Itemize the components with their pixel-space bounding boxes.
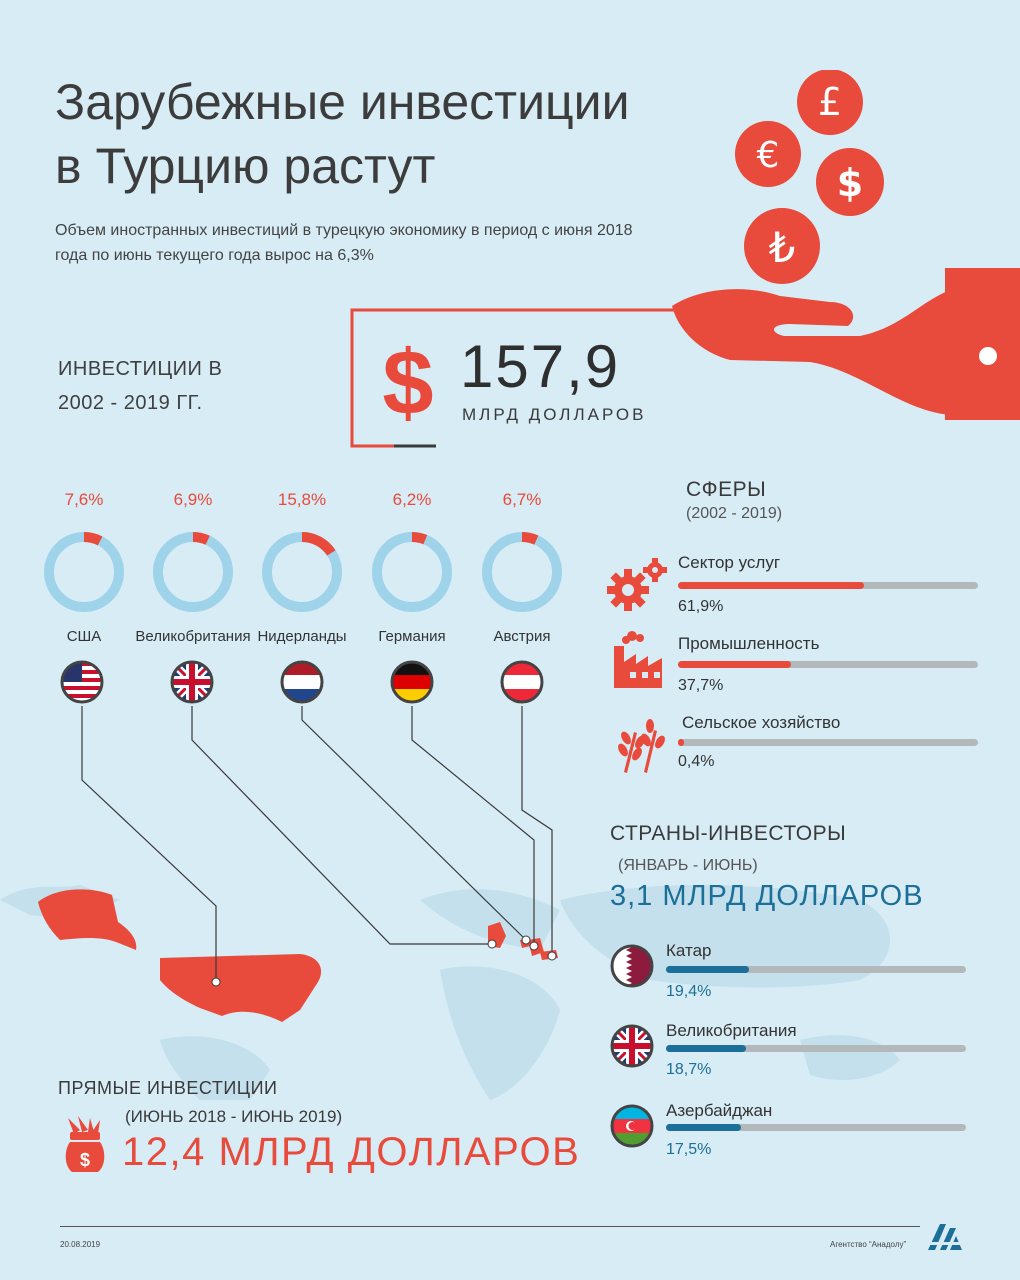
- dollar-coin-icon: $: [816, 148, 884, 216]
- svg-text:$: $: [80, 1150, 90, 1170]
- country-3-donut-track: [372, 532, 452, 612]
- factory-icon: [614, 631, 662, 688]
- sector-label-services: Сектор услуг: [678, 553, 781, 572]
- usa-flag-icon: [60, 660, 104, 704]
- sector-value-industry: 37,7%: [678, 677, 724, 694]
- sector-label-agriculture: Сельское хозяйство: [682, 713, 841, 732]
- netherlands-flag-icon: [280, 660, 324, 704]
- country-0-donut-track: [44, 532, 124, 612]
- connector-lines: [81, 706, 557, 987]
- azerbaijan-flag-icon: [610, 1104, 654, 1148]
- germany-flag-icon: [390, 660, 434, 704]
- usa-shape: [160, 954, 322, 1022]
- country-2-donut: [262, 532, 342, 612]
- country-3-name: Германия: [378, 628, 446, 645]
- pound-coin-icon: £: [797, 70, 863, 135]
- sector-label-industry: Промышленность: [678, 634, 820, 653]
- country-1-donut-share: [153, 532, 233, 612]
- country-4-donut-share: [482, 532, 562, 612]
- gears-icon: [607, 558, 667, 611]
- total-value: 157,9: [460, 333, 621, 400]
- country-1-name: Великобритания: [135, 628, 251, 645]
- uk-flag-icon-investors: [610, 1024, 654, 1068]
- investors-title: СТРАНЫ-ИНВЕСТОРЫ: [610, 822, 847, 845]
- lira-coin-icon: ₺: [744, 208, 820, 284]
- country-1-pct: 6,9%: [173, 490, 213, 509]
- footer-divider: [60, 1226, 920, 1227]
- country-1-donut-track: [153, 532, 233, 612]
- dollar-sign-icon: $: [382, 332, 433, 434]
- investor-value-uk: 18,7%: [666, 1061, 712, 1078]
- anadolu-logo-icon: [928, 1224, 962, 1250]
- footer-date: 20.08.2019: [60, 1240, 101, 1249]
- footer-agency: Агентство “Анадолу”: [830, 1240, 907, 1249]
- country-4-pct: 6,7%: [502, 490, 542, 509]
- investor-bar-azerbaijan: [666, 1124, 966, 1131]
- euro-coin-icon: €: [735, 121, 801, 187]
- hand-coins-illustration: £ € $ ₺: [672, 70, 1020, 420]
- country-0-donut: [44, 532, 124, 612]
- austria-flag-icon: [500, 660, 544, 704]
- investor-label-qatar: Катар: [666, 941, 712, 960]
- sector-value-agriculture: 0,4%: [678, 753, 715, 770]
- country-4-donut: [482, 532, 562, 612]
- investor-label-azerbaijan: Азербайджан: [666, 1101, 773, 1120]
- investor-bar-uk: [666, 1045, 966, 1052]
- svg-text:₺: ₺: [769, 223, 796, 272]
- country-2-donut-share: [262, 532, 342, 612]
- qatar-flag-icon: [610, 944, 654, 988]
- hand-icon: [672, 268, 1020, 420]
- sectors-title: СФЕРЫ: [686, 478, 767, 501]
- country-3-donut: [372, 532, 452, 612]
- direct-investments-period: (ИЮНЬ 2018 - ИЮНЬ 2019): [125, 1107, 343, 1126]
- investor-value-azerbaijan: 17,5%: [666, 1141, 712, 1158]
- country-3-pct: 6,2%: [392, 490, 432, 509]
- page-subtitle: Объем иностранных инвестиций в турецкую …: [55, 222, 633, 264]
- sector-bar-services: [678, 582, 978, 589]
- page-title: Зарубежные инвестиции в Турцию растут: [55, 74, 630, 194]
- sector-bar-industry: [678, 661, 978, 668]
- country-2-name: Нидерланды: [257, 628, 347, 645]
- total-unit: МЛРД ДОЛЛАРОВ: [462, 405, 647, 424]
- country-1-donut: [153, 532, 233, 612]
- country-0-name: США: [66, 628, 102, 645]
- total-frame: $: [350, 308, 676, 448]
- country-4-donut-track: [482, 532, 562, 612]
- investor-bar-qatar: [666, 966, 966, 973]
- investors-total: 3,1 МЛРД ДОЛЛАРОВ: [610, 880, 924, 912]
- money-bag-icon: $: [65, 1116, 105, 1172]
- investor-label-uk: Великобритания: [666, 1021, 797, 1040]
- country-4-name: Австрия: [493, 628, 551, 645]
- sector-value-services: 61,9%: [678, 598, 724, 615]
- uk-flag-icon: [170, 660, 214, 704]
- sectors-period: (2002 - 2019): [686, 505, 783, 522]
- highlighted-countries: [38, 889, 558, 1022]
- world-map: [0, 885, 900, 1100]
- svg-text:$: $: [837, 161, 863, 205]
- wheat-icon: [618, 719, 665, 773]
- country-3-donut-share: [372, 532, 452, 612]
- svg-text:€: €: [757, 135, 780, 176]
- total-investments-label: ИНВЕСТИЦИИ В 2002 - 2019 ГГ.: [58, 358, 223, 414]
- direct-investments-title: ПРЯМЫЕ ИНВЕСТИЦИИ: [58, 1078, 278, 1098]
- direct-investments-value: 12,4 МЛРД ДОЛЛАРОВ: [122, 1130, 581, 1174]
- country-0-pct: 7,6%: [64, 490, 104, 509]
- investor-value-qatar: 19,4%: [666, 983, 712, 1000]
- country-2-pct: 15,8%: [277, 490, 327, 509]
- country-0-donut-share: [44, 532, 124, 612]
- alaska-shape: [38, 889, 137, 950]
- sector-bar-agriculture: [678, 739, 978, 746]
- investors-period: (ЯНВАРЬ - ИЮНЬ): [618, 857, 758, 874]
- svg-text:£: £: [818, 80, 842, 124]
